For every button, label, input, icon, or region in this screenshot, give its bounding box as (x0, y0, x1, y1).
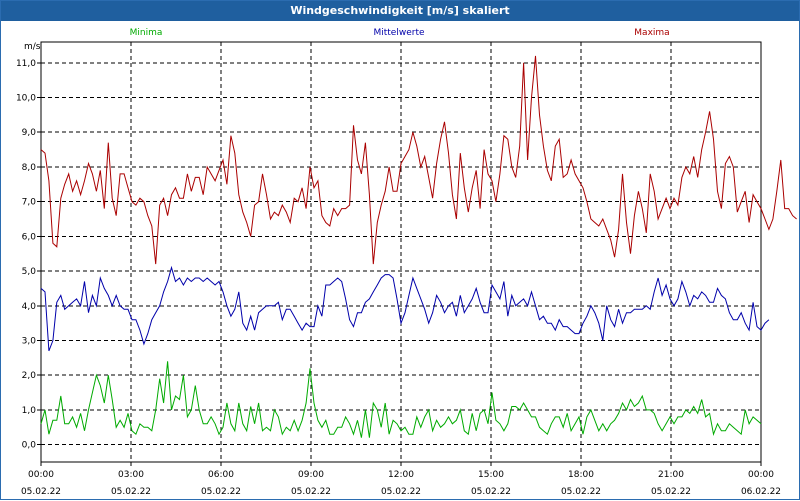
y-tick-label: 7,0 (22, 198, 37, 208)
y-tick-label: 8,0 (22, 163, 37, 173)
x-tick-label-time: 00:00 (748, 470, 774, 480)
x-tick-label-time: 06:00 (208, 470, 234, 480)
legend-maxima: Maxima (634, 28, 669, 38)
x-tick-label-time: 18:00 (568, 470, 594, 480)
y-tick-label: 5,0 (22, 267, 37, 277)
series-line-minima (40, 361, 762, 438)
series-line-maxima (40, 55, 797, 265)
y-tick-label: 0,0 (22, 441, 37, 451)
y-tick-label: 1,0 (22, 406, 37, 416)
y-tick-label: 6,0 (22, 232, 37, 242)
plot-frame (40, 41, 762, 463)
legend-minima: Minima (130, 28, 163, 38)
x-tick-label-date: 05.02.22 (561, 487, 601, 497)
y-tick-label: 9,0 (22, 128, 37, 138)
x-tick-label-time: 15:00 (478, 470, 504, 480)
x-tick-label-date: 05.02.22 (471, 487, 511, 497)
x-tick-label-date: 05.02.22 (21, 487, 61, 497)
x-tick-label-time: 21:00 (658, 470, 684, 480)
y-tick-label: 3,0 (22, 337, 37, 347)
x-tick-label-date: 05.02.22 (291, 487, 331, 497)
y-axis-unit-label: m/s (24, 42, 41, 52)
grid (41, 42, 761, 462)
x-tick-label-date: 05.02.22 (381, 487, 421, 497)
y-tick-label: 10,0 (16, 94, 36, 104)
series-line-mittelwerte (40, 265, 770, 352)
x-tick-label-time: 00:00 (28, 470, 54, 480)
legend-mittelwerte: Mittelwerte (373, 28, 424, 38)
y-tick-label: 11,0 (16, 59, 36, 69)
x-tick-label-time: 12:00 (388, 470, 414, 480)
y-tick-label: 4,0 (22, 302, 37, 312)
x-tick-label-date: 05.02.22 (651, 487, 691, 497)
window-title: Windgeschwindigkeit [m/s] skaliert (1, 1, 799, 21)
x-tick-label-time: 03:00 (118, 470, 144, 480)
x-tick-label-date: 05.02.22 (111, 487, 151, 497)
x-tick-label-date: 05.02.22 (201, 487, 241, 497)
y-tick-label: 2,0 (22, 371, 37, 381)
x-tick-label-time: 09:00 (298, 470, 324, 480)
x-tick-label-date: 06.02.22 (741, 487, 781, 497)
